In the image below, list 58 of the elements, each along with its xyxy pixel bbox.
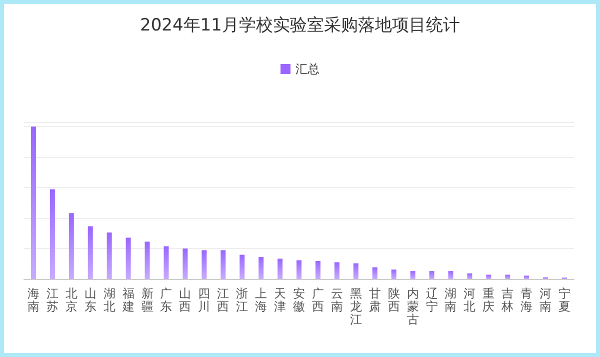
bar [505,274,510,279]
bar [429,271,434,279]
x-tick-label: 安徽 [293,286,305,314]
x-tick-label: 黑龙江 [350,286,362,326]
bar [30,126,36,279]
x-tick-label: 宁夏 [558,286,571,314]
x-tick-label: 北京 [65,286,78,314]
bar [448,271,454,279]
bar [524,276,530,279]
x-tick-label: 湖北 [103,286,116,314]
x-tick-label: 吉林 [500,286,514,314]
bar [467,273,472,279]
x-tick-label: 河南 [540,286,552,314]
x-tick-label: 河北 [464,286,476,314]
bar [126,238,131,279]
x-tick-label: 辽宁 [426,286,438,314]
x-tick-label: 新疆 [141,286,154,314]
x-tick-label: 广西 [312,286,324,314]
x-tick-label: 青海 [520,286,533,314]
bar [296,260,302,279]
x-tick-label: 云南 [330,286,343,314]
bar [240,254,245,279]
x-tick-label: 福建 [121,286,134,314]
bar [220,250,226,279]
x-tick-label: 陕西 [388,286,400,314]
bar [353,263,358,279]
chart-title: 2024年11月学校实验室采购落地项目统计 [140,16,460,36]
x-tick-label: 江西 [217,286,230,314]
bar [278,258,283,279]
bar [202,250,207,279]
x-tick-label: 山东 [84,286,96,314]
bar [410,271,416,279]
x-tick-label: 重庆 [482,286,495,314]
x-tick-label: 广东 [160,286,172,314]
bar [164,246,169,279]
x-tick-label: 海南 [27,286,40,314]
x-tick-label: 内蒙古 [406,286,419,326]
bar [182,248,188,279]
bar [106,232,112,279]
bar [315,261,320,279]
x-tick-label: 甘肃 [368,286,381,314]
bar [258,257,264,279]
legend-label: 汇总 [296,62,320,76]
bar [88,226,93,279]
bar [372,267,378,279]
bar [391,270,396,279]
x-tick-label: 上海 [255,286,268,314]
bar [68,213,74,279]
x-tick-label: 浙江 [236,286,248,314]
x-tick-label: 江苏 [46,286,58,314]
bar [50,189,55,279]
bar [486,274,492,279]
x-tick-label: 山西 [179,286,192,314]
x-tick-label: 天津 [274,286,286,314]
bar [334,262,340,279]
x-tick-label: 四川 [198,286,210,314]
bar [144,242,150,279]
x-tick-label: 湖南 [444,286,457,314]
